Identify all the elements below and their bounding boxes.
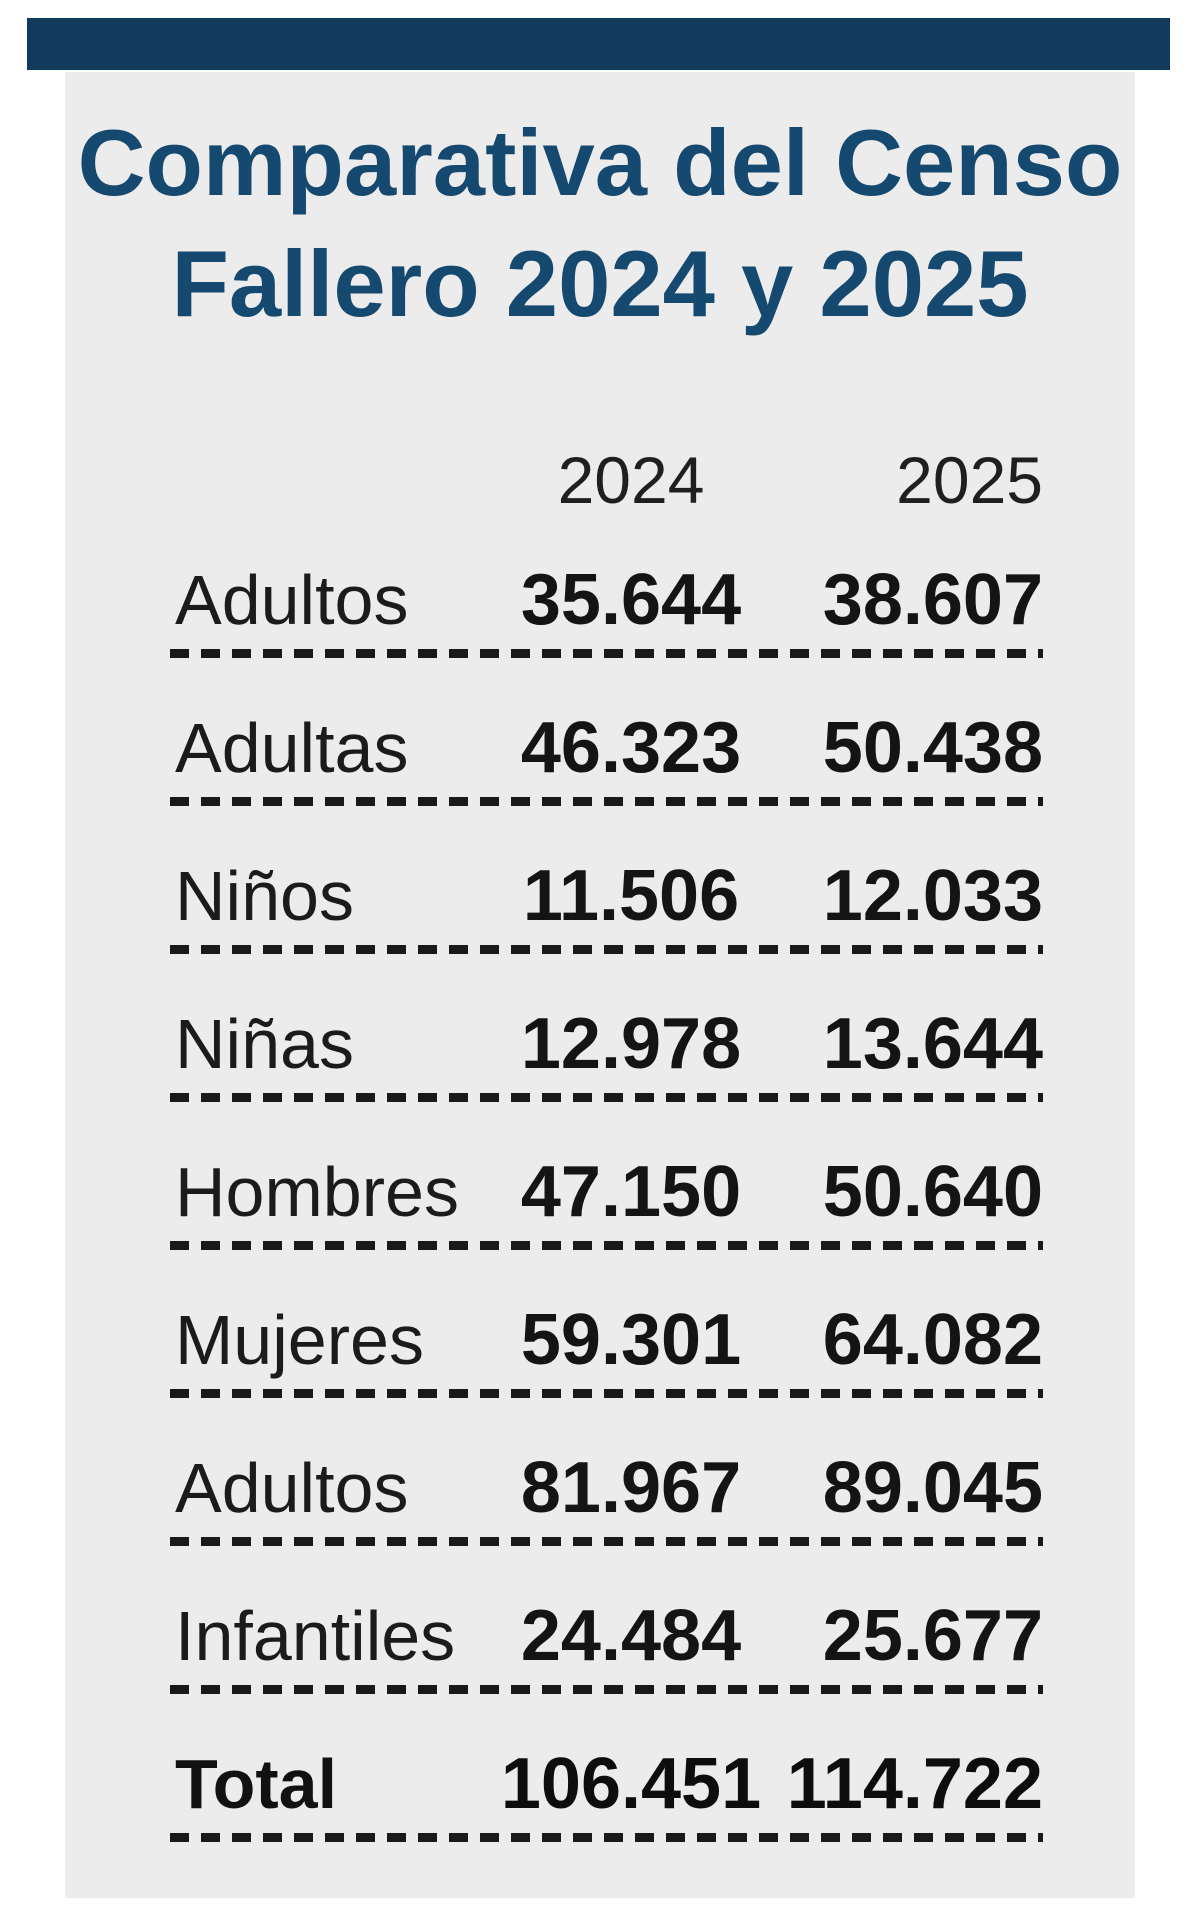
row-divider <box>170 1833 1043 1842</box>
row-label: Mujeres <box>175 1301 424 1379</box>
table-header-row: 2024 2025 <box>170 445 1043 515</box>
row-divider <box>170 649 1043 658</box>
table-row-line: Adultos 81.967 89.045 <box>170 1440 1043 1536</box>
row-value-2025: 25.677 <box>822 1596 1043 1676</box>
table-row-line: Adultos 35.644 38.607 <box>170 552 1043 648</box>
row-value-2024: 81.967 <box>520 1448 742 1528</box>
table-row-line: Mujeres 59.301 64.082 <box>170 1292 1043 1388</box>
row-value-2025: 13.644 <box>822 1004 1043 1084</box>
row-label: Adultos <box>175 1449 409 1527</box>
table-row-line: Hombres 47.150 50.640 <box>170 1144 1043 1240</box>
table-row-line: Niñas 12.978 13.644 <box>170 996 1043 1092</box>
census-panel: Comparativa del Censo Fallero 2024 y 202… <box>65 72 1135 1898</box>
row-label: Adultas <box>175 709 409 787</box>
row-value-2025: 64.082 <box>822 1300 1043 1380</box>
row-label: Niños <box>175 857 354 935</box>
row-divider <box>170 797 1043 806</box>
row-value-2024: 12.978 <box>520 1004 742 1084</box>
page-title: Comparativa del Censo Fallero 2024 y 202… <box>65 102 1135 344</box>
table-row: Niños 11.506 12.033 <box>170 848 1043 996</box>
row-value-2025: 50.640 <box>822 1152 1043 1232</box>
row-label: Adultos <box>175 561 409 639</box>
row-label: Hombres <box>175 1153 459 1231</box>
table-row: Mujeres 59.301 64.082 <box>170 1292 1043 1440</box>
row-value-2024: 47.150 <box>520 1152 742 1232</box>
row-value-2024: 46.323 <box>520 708 742 788</box>
row-divider <box>170 945 1043 954</box>
row-value-2025: 50.438 <box>822 708 1043 788</box>
top-accent-bar <box>27 18 1170 70</box>
row-label: Infantiles <box>175 1597 456 1675</box>
row-divider <box>170 1241 1043 1250</box>
page-title-line-1: Comparativa del Censo <box>77 110 1123 215</box>
table-row: Adultos 35.644 38.607 <box>170 552 1043 700</box>
row-divider <box>170 1389 1043 1398</box>
table-row: Adultas 46.323 50.438 <box>170 700 1043 848</box>
row-value-2024: 24.484 <box>520 1596 742 1676</box>
row-value-2025: 114.722 <box>786 1744 1043 1824</box>
row-value-2025: 12.033 <box>822 856 1043 936</box>
row-value-2025: 38.607 <box>822 560 1043 640</box>
row-divider <box>170 1093 1043 1102</box>
column-header-2024: 2024 <box>557 443 705 517</box>
row-value-2024: 59.301 <box>520 1300 742 1380</box>
row-divider <box>170 1685 1043 1694</box>
table-row-line: Total 106.451 114.722 <box>170 1736 1043 1832</box>
table-row-line: Adultas 46.323 50.438 <box>170 700 1043 796</box>
row-value-2025: 89.045 <box>822 1448 1043 1528</box>
row-label: Total <box>175 1745 338 1823</box>
census-table-rows: Adultos 35.644 38.607 Adultas 46.323 50.438 Ni… <box>170 552 1043 1884</box>
page-title-line-2: Fallero 2024 y 2025 <box>171 231 1029 336</box>
row-divider <box>170 1537 1043 1546</box>
table-row-line: Niños 11.506 12.033 <box>170 848 1043 944</box>
table-row: Total 106.451 114.722 <box>170 1736 1043 1884</box>
table-row: Adultos 81.967 89.045 <box>170 1440 1043 1588</box>
table-row-line: Infantiles 24.484 25.677 <box>170 1588 1043 1684</box>
row-value-2024: 106.451 <box>500 1744 762 1824</box>
table-row: Infantiles 24.484 25.677 <box>170 1588 1043 1736</box>
row-value-2024: 35.644 <box>520 560 742 640</box>
table-row: Hombres 47.150 50.640 <box>170 1144 1043 1292</box>
row-value-2024: 11.506 <box>522 856 740 936</box>
column-header-2025: 2025 <box>896 443 1043 517</box>
table-row: Niñas 12.978 13.644 <box>170 996 1043 1144</box>
row-label: Niñas <box>175 1005 354 1083</box>
